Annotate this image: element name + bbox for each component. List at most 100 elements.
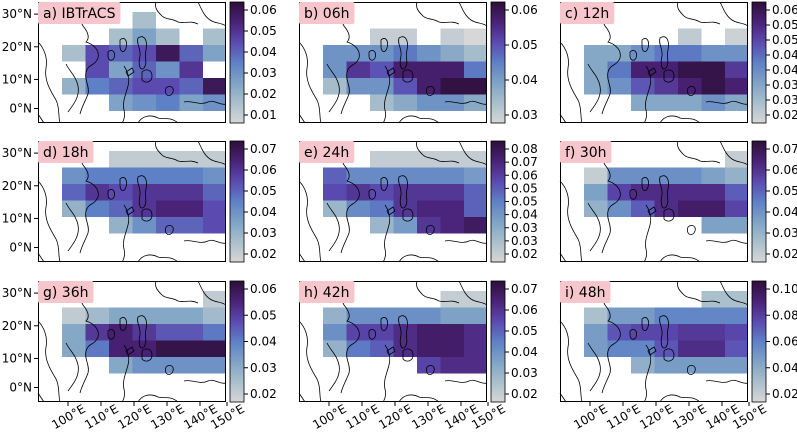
colorbar-tick-label: 0.06 (250, 163, 277, 177)
coastline (137, 115, 179, 124)
heatmap-cell (179, 45, 203, 62)
coastline (326, 63, 340, 113)
heatmap-cell (85, 307, 109, 324)
colorbar-fill (751, 1, 767, 124)
island-outline (641, 177, 649, 191)
island-outline (165, 365, 174, 375)
heatmap-cell (156, 94, 180, 111)
heatmap-cell (203, 324, 226, 341)
panel[interactable]: h) 42h100°E110°E120°E130°E140°E150°E0.02… (298, 280, 538, 432)
heatmap-cell (323, 340, 347, 357)
heatmap-cell (62, 78, 86, 95)
colorbar: 0.03 0.04 0.05 0.06 (490, 1, 538, 124)
island-outline (659, 36, 669, 70)
coastline (183, 100, 227, 105)
island-outline (125, 67, 135, 77)
heatmap-cell (440, 184, 464, 201)
coastline (677, 140, 721, 164)
map-frame (560, 281, 748, 402)
heatmap-cell (725, 61, 748, 78)
heatmap-cell (62, 200, 86, 217)
coastline (382, 204, 391, 263)
heatmap-cell (725, 184, 748, 201)
colorbar-tick-label: 0.07 (250, 142, 277, 156)
island-outline (141, 348, 153, 362)
panel[interactable]: i) 48h100°E110°E120°E130°E140°E150°E0.02… (559, 280, 797, 432)
coastline (444, 100, 488, 105)
lon-tick-label: 120°E (376, 402, 415, 432)
colorbar-tick-label: 0.07 (511, 282, 538, 296)
heatmap-cell (654, 45, 678, 62)
heatmap-cell (323, 324, 347, 341)
heatmap-cell (464, 324, 487, 341)
panel[interactable]: a) IBTrACS0°N10°N20°N30°N0.010.020.030.0… (2, 1, 277, 124)
heatmap-cell (346, 340, 370, 357)
heatmap-cell (417, 324, 441, 341)
heatmap-cell (156, 61, 180, 78)
colorbar-tick-label: 0.04 (511, 73, 538, 87)
coastline (587, 202, 601, 252)
lon-tick-label: 110°E (82, 402, 121, 432)
heatmap-cell (62, 184, 86, 201)
heatmap-cell (132, 45, 156, 62)
heatmap-cell (464, 291, 487, 308)
heatmap-cell (156, 307, 180, 324)
heatmap-cell (631, 167, 655, 184)
heatmap-cell (323, 184, 347, 201)
heatmap-cell (85, 340, 109, 357)
colorbar-tick-label: 0.07 (511, 155, 538, 169)
panel[interactable]: d) 18h0°N10°N20°N30°N0.020.030.040.050.0… (2, 140, 277, 263)
heatmap-cell (725, 94, 748, 111)
heatmap-cell (440, 291, 464, 308)
coastline (197, 140, 227, 166)
panel[interactable]: e) 24h0.020.030.030.040.050.050.060.070.… (298, 140, 538, 263)
heatmap-cell (346, 200, 370, 217)
panel[interactable]: b) 06h 0.03 0.04 0.05 0.06 (298, 1, 538, 124)
island-outline (165, 225, 174, 235)
heatmap-cell (393, 200, 417, 217)
panel-title: d) 18h (38, 141, 94, 163)
heatmap-cell (725, 357, 748, 374)
heatmap-cell (725, 307, 748, 324)
coastline (121, 65, 130, 124)
heatmap-cell (417, 184, 441, 201)
heatmap-cell (156, 200, 180, 217)
heatmap-cell (654, 307, 678, 324)
coastline (416, 140, 460, 164)
heatmap-cell (393, 340, 417, 357)
panel[interactable]: g) 36h 0°N 10°N 20°N 30°N 100°E110°E120°E130°… (2, 280, 277, 432)
panel-title-box (38, 2, 121, 24)
heatmap-cell (725, 340, 748, 357)
island-outline (165, 86, 174, 96)
heatmap-cell (179, 324, 203, 341)
coastline (155, 1, 199, 25)
island-outline (647, 346, 657, 356)
heatmap-cell (370, 94, 394, 111)
coastline (326, 342, 340, 392)
heatmap-cell (156, 28, 180, 45)
coastline (37, 180, 61, 263)
heatmap-cell (132, 94, 156, 111)
heatmap-cell (440, 61, 464, 78)
colorbar: 0.02 0.03 0.04 0.05 0.06 0.07 (490, 280, 538, 403)
heatmap-cell (678, 167, 702, 184)
heatmap-cell (725, 291, 748, 308)
coastline (155, 140, 199, 164)
heatmap-cell (203, 200, 226, 217)
panel-title: c) 12h (560, 2, 615, 24)
heatmap-cell (323, 45, 347, 62)
heatmap-cell (346, 184, 370, 201)
heatmap-cell (678, 340, 702, 357)
heatmap-cell (464, 217, 487, 234)
island-outline (137, 315, 147, 349)
island-outline (137, 36, 147, 70)
panel[interactable]: f) 30h 0.02 0.03 0.04 0.05 0.06 0.07 (559, 140, 797, 263)
panel-title-label: b) 06h (304, 6, 350, 22)
island-outline (426, 225, 435, 235)
coastline (643, 344, 652, 403)
coastline (719, 1, 749, 27)
heatmap-cell (370, 324, 394, 341)
panel-title: g) 36h (38, 281, 94, 303)
panel-title-box (560, 2, 615, 24)
